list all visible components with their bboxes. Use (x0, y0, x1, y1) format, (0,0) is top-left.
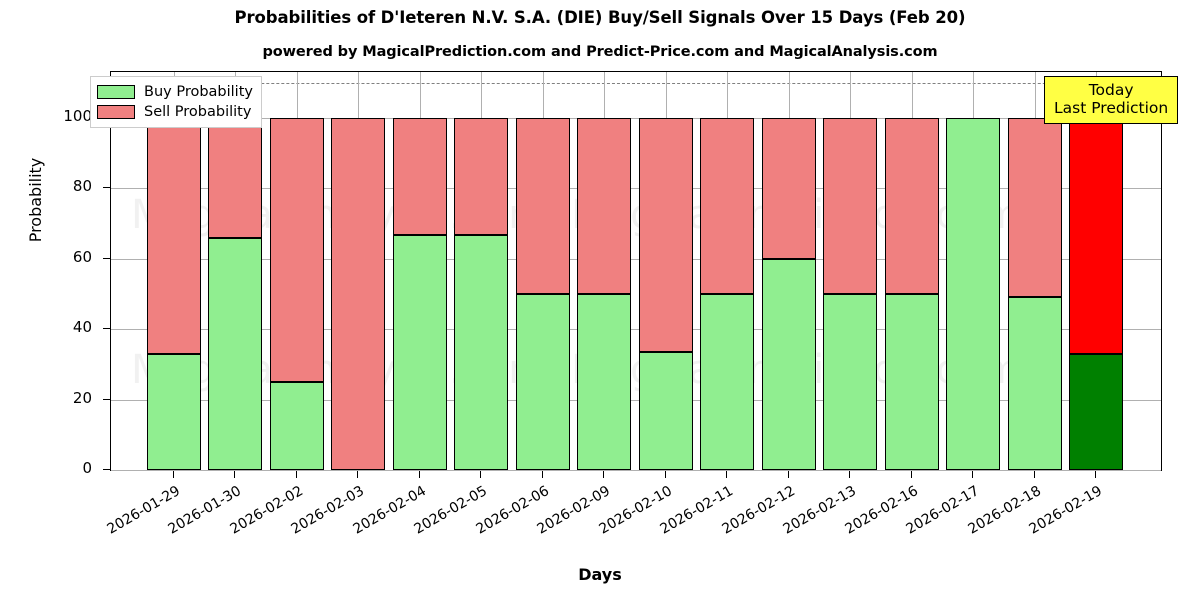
bar-stack[interactable] (269, 72, 324, 470)
bar-stack[interactable] (946, 72, 1001, 470)
sell-bar-segment[interactable] (454, 117, 509, 236)
legend-item[interactable]: Sell Probability (97, 102, 253, 122)
bar-stack[interactable] (146, 72, 201, 470)
y-tick-label: 20 (72, 388, 92, 407)
x-tick-mark (541, 471, 543, 478)
buy-bar-segment[interactable] (823, 293, 878, 470)
buy-bar-segment[interactable] (577, 293, 632, 470)
buy-bar-segment[interactable] (392, 235, 447, 470)
today-annotation-line1: Today (1088, 81, 1134, 99)
sell-bar-segment[interactable] (515, 117, 570, 294)
y-tick-label: 60 (72, 247, 92, 266)
x-tick-mark (787, 471, 789, 478)
buy-bar-segment[interactable] (700, 293, 755, 470)
sell-bar-segment[interactable] (269, 117, 324, 382)
y-gridline (111, 470, 1161, 471)
today-annotation-line2: Last Prediction (1054, 99, 1169, 118)
sell-bar-segment[interactable] (823, 117, 878, 294)
sell-bar-segment[interactable] (146, 117, 201, 354)
bar-stack[interactable] (700, 72, 755, 470)
y-gridline (111, 258, 1161, 260)
x-tick-mark (480, 471, 482, 478)
plot-area: MagicalAnalysis.comMagicalPrediction.com… (110, 71, 1162, 471)
legend-label: Sell Probability (144, 104, 252, 120)
buy-bar-segment[interactable] (1007, 297, 1062, 470)
buy-bar-segment[interactable] (638, 351, 693, 470)
sell-bar-segment[interactable] (1007, 117, 1062, 298)
sell-bar-segment[interactable] (884, 117, 939, 294)
sell-bar-segment[interactable] (208, 117, 263, 238)
x-tick-mark (295, 471, 297, 478)
chart-subtitle: powered by MagicalPrediction.com and Pre… (262, 44, 938, 60)
x-tick-mark (357, 471, 359, 478)
y-gridline (111, 188, 1161, 190)
plot-inner: MagicalAnalysis.comMagicalPrediction.com… (111, 72, 1161, 471)
buy-bar-segment[interactable] (146, 353, 201, 470)
sell-bar-segment[interactable] (392, 117, 447, 236)
y-tick-mark (103, 257, 110, 259)
x-tick-mark (418, 471, 420, 478)
buy-bar-segment[interactable] (761, 258, 816, 470)
buy-bar-segment[interactable] (884, 293, 939, 470)
y-tick-mark (103, 328, 110, 330)
x-tick-mark (234, 471, 236, 478)
x-tick-mark (849, 471, 851, 478)
y-axis-label: Probability (26, 157, 45, 243)
sell-bar-segment[interactable] (761, 117, 816, 259)
sell-bar-segment[interactable] (331, 117, 386, 470)
bar-stack[interactable] (761, 72, 816, 470)
chart-title: Probabilities of D'Ieteren N.V. S.A. (DI… (234, 8, 966, 27)
legend-item[interactable]: Buy Probability (97, 82, 253, 102)
reference-line (111, 82, 1161, 84)
bar-stack[interactable] (1069, 72, 1124, 470)
bar-stack[interactable] (515, 72, 570, 470)
sell-bar-segment[interactable] (638, 117, 693, 352)
bar-stack[interactable] (823, 72, 878, 470)
y-tick-mark (103, 469, 110, 470)
x-axis-label: Days (578, 565, 622, 584)
buy-bar-segment[interactable] (269, 381, 324, 470)
y-tick-label: 100 (63, 106, 92, 125)
bar-stack[interactable] (392, 72, 447, 470)
legend-label: Buy Probability (144, 84, 253, 100)
x-tick-mark (726, 471, 728, 478)
x-tick-mark (1033, 471, 1035, 478)
y-gridline (111, 399, 1161, 401)
y-tick-label: 80 (72, 177, 92, 196)
legend-swatch-icon (97, 105, 135, 119)
x-tick-mark (603, 471, 605, 478)
buy-bar-segment[interactable] (946, 117, 1001, 470)
legend-swatch-icon (97, 85, 135, 99)
buy-bar-segment[interactable] (1069, 353, 1124, 470)
y-tick-mark (103, 398, 110, 400)
y-gridline (111, 117, 1161, 119)
y-tick-label: 40 (72, 318, 92, 337)
bar-stack[interactable] (208, 72, 263, 470)
buy-bar-segment[interactable] (454, 235, 509, 470)
bar-stack[interactable] (884, 72, 939, 470)
y-tick-mark (103, 187, 110, 189)
buy-bar-segment[interactable] (515, 293, 570, 470)
x-tick-mark (972, 471, 974, 478)
x-tick-mark (172, 471, 174, 478)
bar-stack[interactable] (577, 72, 632, 470)
buy-bar-segment[interactable] (208, 237, 263, 470)
sell-bar-segment[interactable] (577, 117, 632, 294)
today-annotation: Today Last Prediction (1044, 76, 1179, 124)
bar-stack[interactable] (454, 72, 509, 470)
x-tick-mark (1095, 471, 1097, 478)
sell-bar-segment[interactable] (1069, 117, 1124, 354)
sell-bar-segment[interactable] (700, 117, 755, 294)
y-gridline (111, 329, 1161, 331)
y-tick-label: 0 (82, 459, 92, 477)
bar-stack[interactable] (1007, 72, 1062, 470)
chart-legend: Buy Probability Sell Probability (90, 76, 262, 128)
bar-stack[interactable] (638, 72, 693, 470)
x-tick-mark (664, 471, 666, 478)
x-tick-mark (910, 471, 912, 478)
bar-stack[interactable] (331, 72, 386, 470)
